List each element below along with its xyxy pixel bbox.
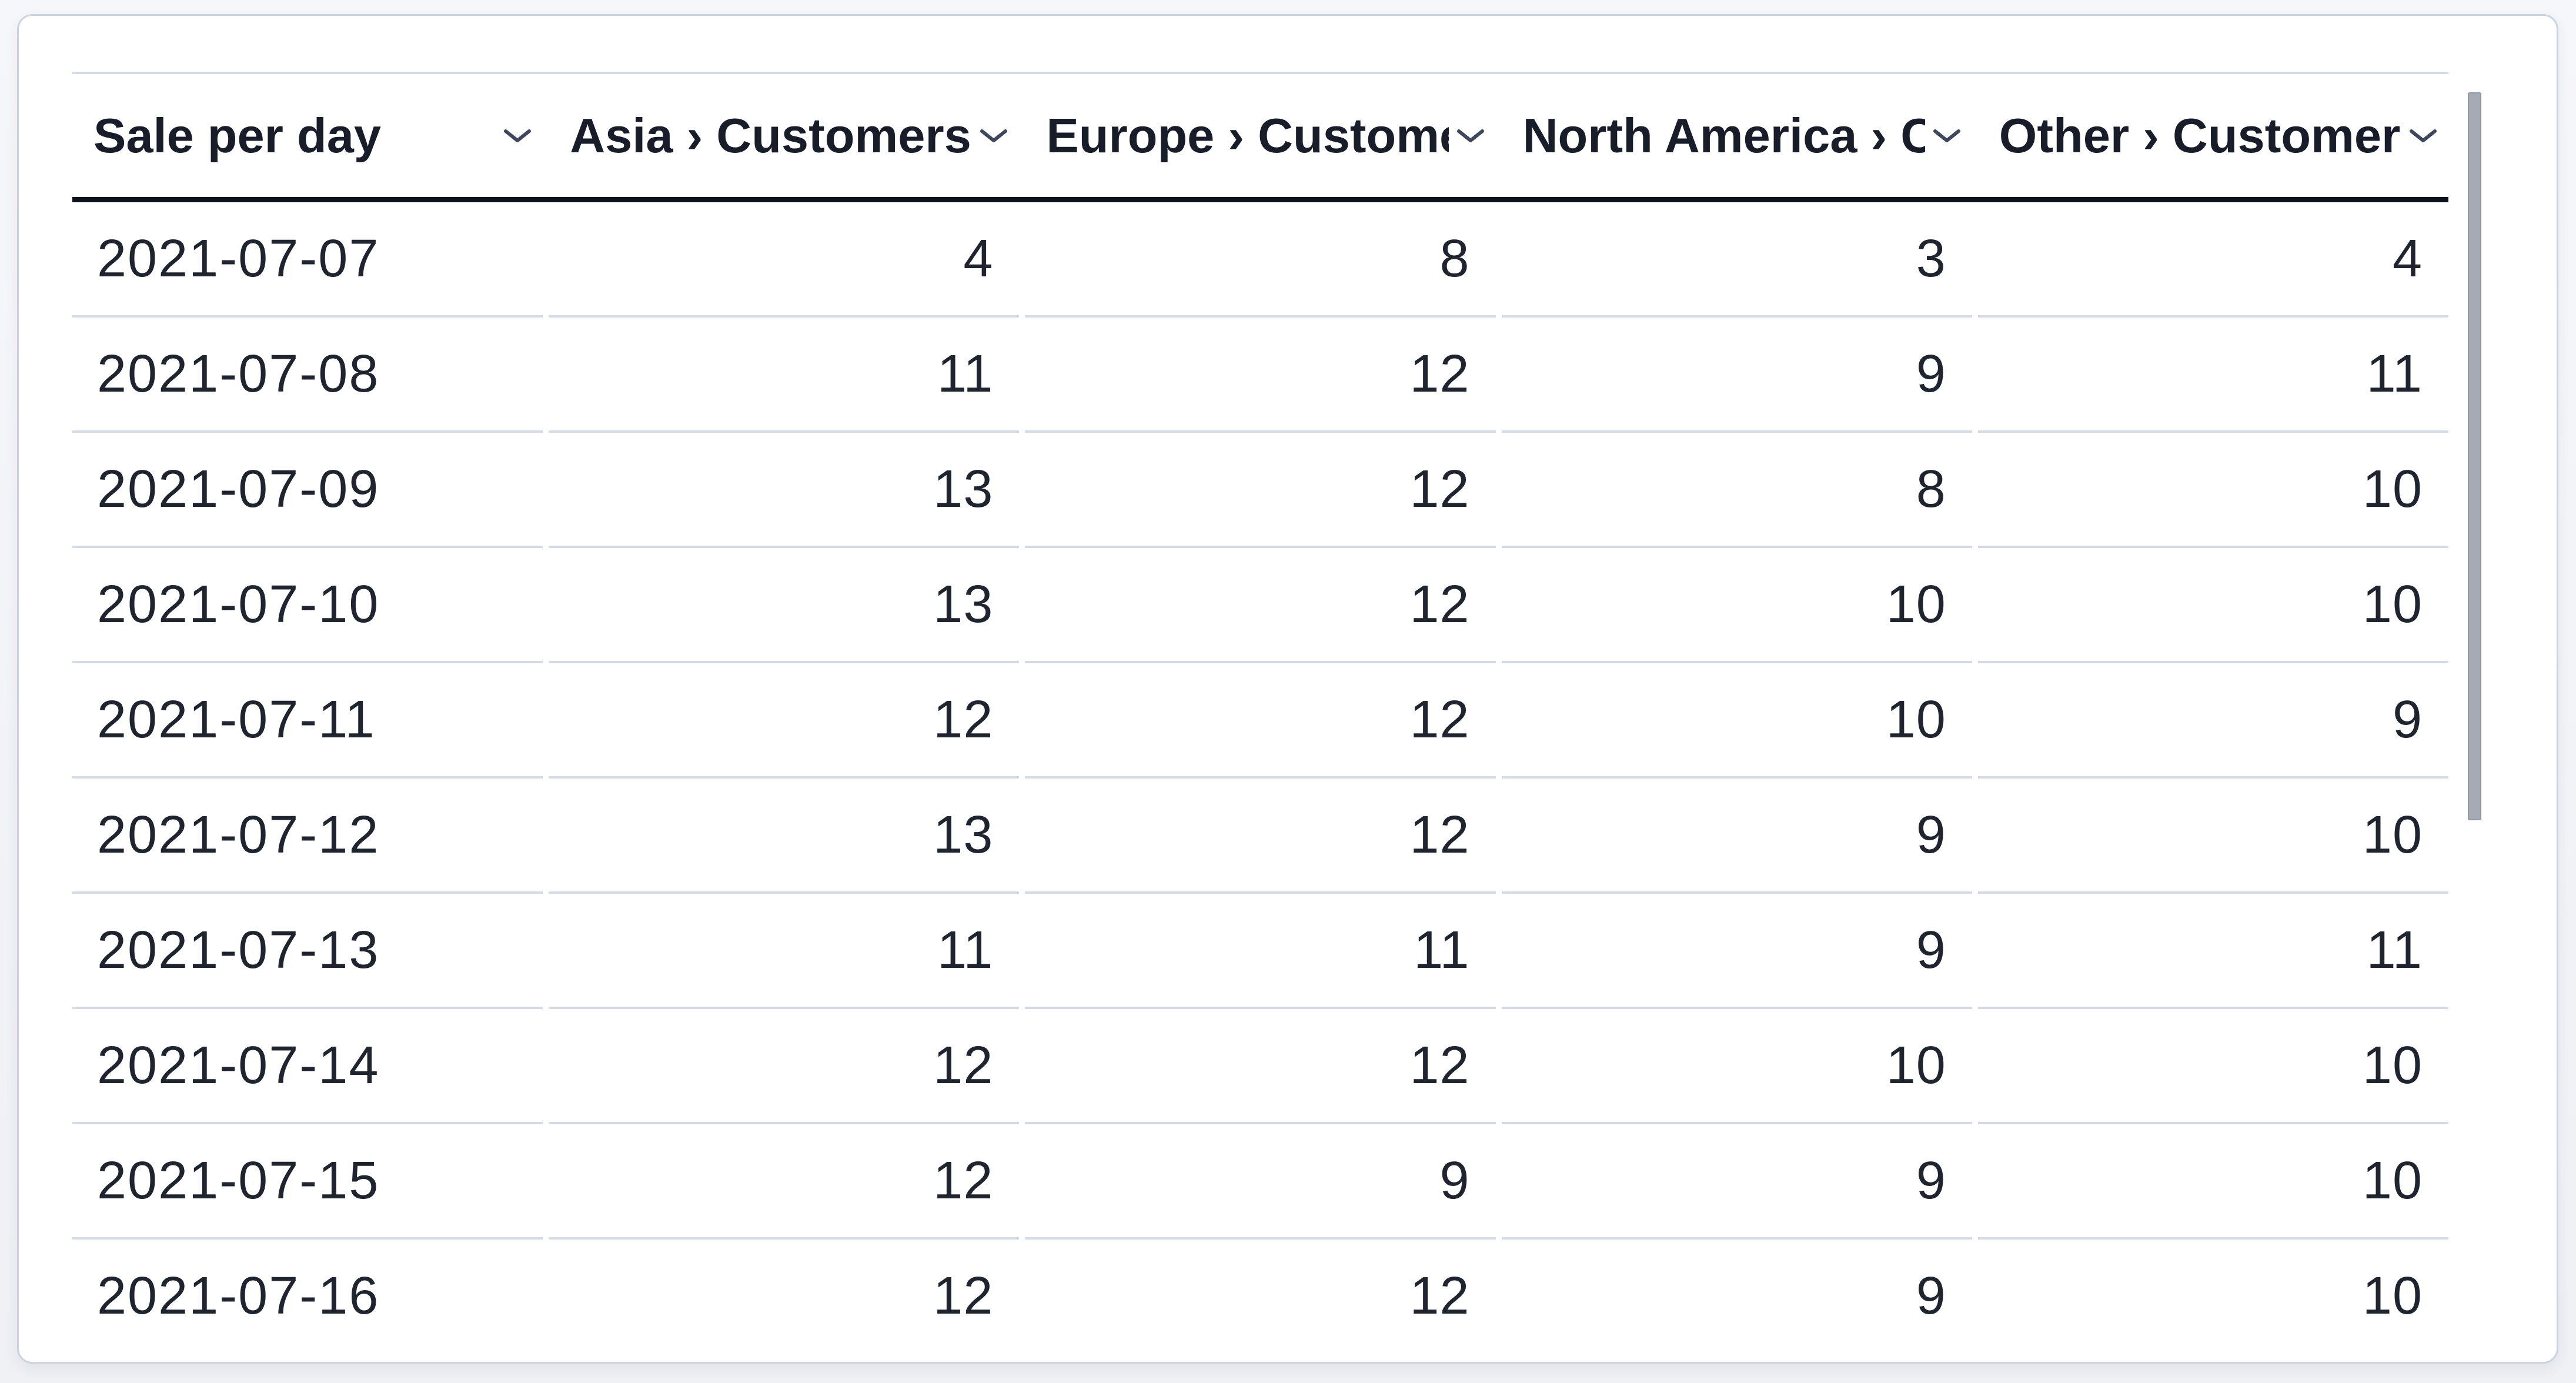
date-cell[interactable]: 2021-07-14: [72, 1009, 543, 1124]
column-header-label: Sale per day: [93, 108, 382, 163]
value-cell[interactable]: 12: [549, 663, 1020, 779]
value-cell[interactable]: 8: [1501, 433, 1972, 548]
value-cell[interactable]: 10: [1978, 1240, 2448, 1350]
date-cell[interactable]: 2021-07-08: [72, 318, 543, 433]
value-cell[interactable]: 9: [1501, 894, 1972, 1009]
table-row: 2021-07-15 12 9 9 10: [72, 1124, 2448, 1240]
value-cell[interactable]: 10: [1977, 1124, 2448, 1240]
value-cell[interactable]: 12: [1025, 1240, 1495, 1350]
table-row: 2021-07-11 12 12 10 9: [72, 663, 2448, 779]
chevron-down-icon[interactable]: [503, 128, 532, 144]
date-cell[interactable]: 2021-07-15: [72, 1124, 543, 1240]
value-cell[interactable]: 9: [1501, 779, 1972, 894]
table-row: 2021-07-12 13 12 9 10: [72, 779, 2448, 894]
chevron-down-icon[interactable]: [2408, 128, 2438, 144]
chevron-down-icon[interactable]: [979, 128, 1008, 144]
value-cell[interactable]: 11: [1977, 318, 2448, 433]
value-cell[interactable]: 12: [1025, 548, 1496, 663]
chevron-down-icon[interactable]: [1932, 128, 1962, 144]
value-cell[interactable]: 12: [1025, 663, 1496, 779]
column-header-europe-customers[interactable]: Europe › Customers: [1025, 74, 1495, 197]
value-cell[interactable]: 10: [1977, 779, 2448, 894]
table-row: 2021-07-08 11 12 9 11: [72, 318, 2448, 433]
value-cell[interactable]: 11: [549, 894, 1020, 1009]
value-cell[interactable]: 10: [1977, 433, 2448, 548]
column-header-sale-per-day[interactable]: Sale per day: [72, 74, 543, 197]
data-table: Sale per day Asia › Customers Europe › C…: [72, 72, 2448, 1350]
table-card: Sale per day Asia › Customers Europe › C…: [17, 14, 2558, 1364]
column-header-other-customers[interactable]: Other › Customers: [1978, 74, 2448, 197]
date-cell[interactable]: 2021-07-13: [72, 894, 543, 1009]
column-header-label: Asia › Customers: [570, 108, 971, 163]
date-cell[interactable]: 2021-07-11: [72, 663, 543, 779]
value-cell[interactable]: 11: [1977, 894, 2448, 1009]
value-cell[interactable]: 12: [1025, 318, 1496, 433]
value-cell[interactable]: 10: [1501, 663, 1972, 779]
value-cell[interactable]: 12: [1025, 779, 1496, 894]
value-cell[interactable]: 13: [549, 548, 1020, 663]
value-cell[interactable]: 9: [1502, 1240, 1972, 1350]
value-cell[interactable]: 3: [1501, 202, 1972, 318]
value-cell[interactable]: 9: [1025, 1124, 1496, 1240]
value-cell[interactable]: 12: [549, 1124, 1020, 1240]
value-cell[interactable]: 11: [549, 318, 1020, 433]
table-row: 2021-07-16 12 12 9 10: [72, 1240, 2448, 1350]
table-header-row: Sale per day Asia › Customers Europe › C…: [72, 72, 2448, 202]
value-cell[interactable]: 13: [549, 433, 1020, 548]
scrollbar-thumb[interactable]: [2468, 92, 2481, 820]
value-cell[interactable]: 9: [1977, 663, 2448, 779]
value-cell[interactable]: 10: [1977, 548, 2448, 663]
value-cell[interactable]: 12: [1025, 1009, 1496, 1124]
vertical-scrollbar-track[interactable]: [2468, 92, 2484, 1355]
table-row: 2021-07-09 13 12 8 10: [72, 433, 2448, 548]
date-cell[interactable]: 2021-07-16: [72, 1240, 543, 1350]
value-cell[interactable]: 10: [1501, 1009, 1972, 1124]
date-cell[interactable]: 2021-07-12: [72, 779, 543, 894]
value-cell[interactable]: 12: [1025, 433, 1496, 548]
value-cell[interactable]: 4: [549, 202, 1020, 318]
table-row: 2021-07-10 13 12 10 10: [72, 548, 2448, 663]
date-cell[interactable]: 2021-07-07: [72, 202, 543, 318]
value-cell[interactable]: 4: [1977, 202, 2448, 318]
table-row: 2021-07-13 11 11 9 11: [72, 894, 2448, 1009]
value-cell[interactable]: 10: [1977, 1009, 2448, 1124]
value-cell[interactable]: 9: [1501, 318, 1972, 433]
column-header-label: Europe › Customers: [1046, 108, 1448, 163]
value-cell[interactable]: 13: [549, 779, 1020, 894]
value-cell[interactable]: 9: [1501, 1124, 1972, 1240]
table-row: 2021-07-07 4 8 3 4: [72, 202, 2448, 318]
value-cell[interactable]: 12: [549, 1240, 1019, 1350]
value-cell[interactable]: 8: [1025, 202, 1496, 318]
column-header-label: North America › Customers: [1522, 108, 1925, 163]
table-row: 2021-07-14 12 12 10 10: [72, 1009, 2448, 1124]
value-cell[interactable]: 10: [1501, 548, 1972, 663]
column-header-asia-customers[interactable]: Asia › Customers: [549, 74, 1019, 197]
column-header-label: Other › Customers: [1999, 108, 2401, 163]
value-cell[interactable]: 11: [1025, 894, 1496, 1009]
date-cell[interactable]: 2021-07-09: [72, 433, 543, 548]
table-body: 2021-07-07 4 8 3 4 2021-07-08 11 12 9 11 2021-07-0…: [72, 202, 2448, 1350]
date-cell[interactable]: 2021-07-10: [72, 548, 543, 663]
value-cell[interactable]: 12: [549, 1009, 1020, 1124]
column-header-north-america-customers[interactable]: North America › Customers: [1502, 74, 1972, 197]
chevron-down-icon[interactable]: [1456, 128, 1485, 144]
